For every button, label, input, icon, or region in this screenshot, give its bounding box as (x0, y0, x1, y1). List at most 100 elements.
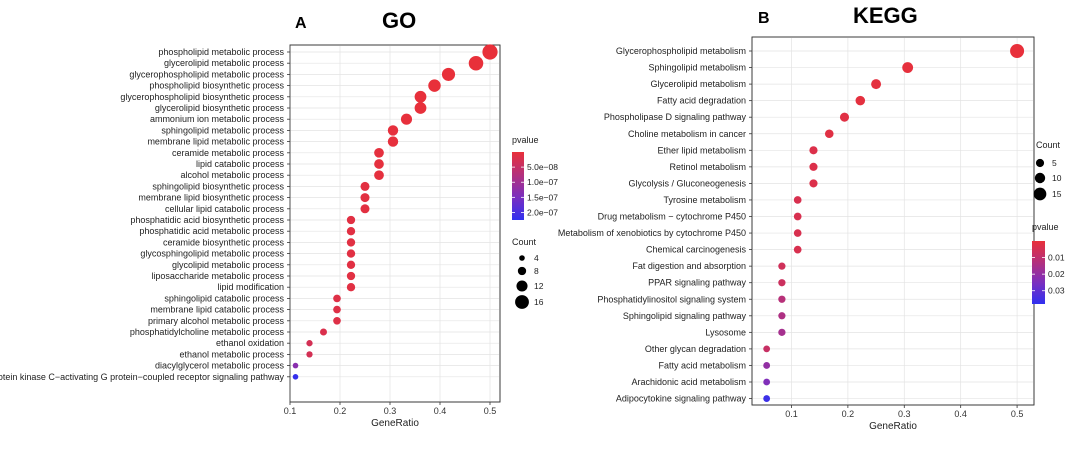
color-legend-label: 1.0e−07 (527, 177, 558, 187)
category-label: ethanol metabolic process (179, 349, 284, 359)
data-point (414, 102, 427, 114)
data-point (839, 112, 850, 122)
x-tick-label: 0.1 (785, 409, 798, 419)
data-point (346, 260, 356, 269)
x-tick-label: 0.3 (898, 409, 911, 419)
data-point (346, 227, 356, 236)
category-label: Adipocytokine signaling pathway (616, 394, 747, 404)
color-legend-label: 0.03 (1048, 286, 1065, 296)
category-label: glycosphingolipid metabolic process (140, 249, 284, 259)
data-point (763, 395, 771, 402)
size-legend-title: Count (512, 237, 537, 247)
category-label: Sphingolipid metabolism (648, 63, 746, 73)
category-label: membrane lipid metabolic process (147, 137, 284, 147)
category-label: phospholipid metabolic process (158, 47, 284, 57)
category-label: Retinol metabolism (669, 162, 746, 172)
x-axis-title: GeneRatio (371, 418, 419, 429)
data-point (374, 159, 384, 169)
size-legend-dot (1035, 158, 1045, 168)
category-label: Fatty acid degradation (657, 96, 746, 106)
data-point (1010, 44, 1025, 58)
plot-area (751, 36, 1035, 406)
data-point (778, 295, 786, 303)
data-point (855, 95, 866, 106)
data-point (400, 113, 413, 125)
data-point (793, 245, 802, 254)
color-legend-bar (1032, 241, 1045, 304)
category-label: lipid modification (217, 282, 284, 292)
category-label: primary alcohol metabolic process (148, 316, 285, 326)
category-label: Sphingolipid signaling pathway (623, 311, 747, 321)
category-label: diacylglycerol metabolic process (155, 361, 285, 371)
size-legend-dot (1034, 172, 1046, 184)
x-tick-label: 0.2 (334, 406, 347, 416)
panel-letter: B (758, 10, 770, 27)
data-point (414, 90, 427, 103)
size-legend-label: 4 (534, 253, 539, 263)
data-point (482, 44, 498, 60)
plot-area (289, 44, 501, 403)
x-axis-title: GeneRatio (869, 421, 917, 432)
size-legend-label: 10 (1052, 173, 1062, 183)
category-label: glycolipid metabolic process (172, 260, 285, 270)
category-label: PPAR signaling pathway (648, 278, 746, 288)
size-legend-label: 5 (1052, 158, 1057, 168)
category-label: glycerolipid metabolic process (164, 58, 285, 68)
category-label: ethanol oxidation (216, 338, 284, 348)
x-tick-label: 0.3 (384, 406, 397, 416)
color-legend-title: pvalue (1032, 222, 1059, 232)
category-label: Glycerolipid metabolism (650, 79, 746, 89)
data-point (346, 215, 356, 225)
category-label: Other glycan degradation (645, 344, 746, 354)
data-point (793, 196, 802, 204)
data-point (360, 204, 370, 214)
data-point (346, 238, 356, 247)
category-label: phosphatidic acid metabolic process (139, 226, 284, 236)
category-label: ammonium ion metabolic process (150, 114, 285, 124)
data-point (306, 351, 313, 358)
panel-title: GO (382, 8, 416, 33)
category-label: Choline metabolism in cancer (628, 129, 746, 139)
size-legend-label: 15 (1052, 189, 1062, 199)
category-label: Fat digestion and absorption (632, 261, 746, 271)
category-label: Phospholipase D signaling pathway (604, 112, 747, 122)
data-point (778, 262, 786, 270)
data-point (824, 129, 834, 139)
category-label: Arachidonic acid metabolism (631, 377, 746, 387)
data-point (809, 162, 818, 171)
category-label: glycerolipid biosynthetic process (155, 103, 285, 113)
size-legend-dot (515, 295, 529, 309)
x-tick-label: 0.5 (1011, 409, 1024, 419)
category-label: lipid catabolic process (196, 159, 285, 169)
size-legend-dot (516, 280, 528, 292)
go-panel: 0.1 0.2 0.3 0.4 0.5 phospholipid metabolic pr… (0, 8, 558, 429)
data-point (306, 340, 313, 347)
data-point (292, 374, 299, 380)
data-point (333, 294, 341, 303)
data-point (333, 305, 341, 314)
category-label: phosphatidic acid biosynthetic process (130, 215, 284, 225)
category-label: phosphatidylcholine metabolic process (130, 327, 285, 337)
x-tick-label: 0.1 (284, 406, 297, 416)
color-legend-label: 5.0e−08 (527, 162, 558, 172)
category-label: membrane lipid catabolic process (150, 305, 284, 315)
category-label: alcohol metabolic process (180, 170, 284, 180)
category-label: glycerophospholipid metabolic process (129, 69, 284, 79)
category-label: Glycolysis / Gluconeogenesis (628, 178, 746, 188)
category-label: phospholipid biosynthetic process (149, 81, 284, 91)
size-legend-title: Count (1036, 140, 1061, 150)
data-point (793, 229, 802, 237)
color-legend-label: 0.02 (1048, 269, 1065, 279)
x-tick-label: 0.4 (954, 409, 967, 419)
panel-title: KEGG (853, 3, 918, 28)
data-point (292, 362, 299, 369)
data-point (360, 181, 370, 191)
data-point (441, 67, 456, 81)
category-label: glycerophospholipid biosynthetic process (120, 92, 284, 102)
size-legend-dot (519, 255, 525, 261)
data-point (374, 147, 384, 158)
data-point (778, 312, 786, 320)
data-point (902, 62, 914, 73)
x-tick-label: 0.2 (842, 409, 855, 419)
